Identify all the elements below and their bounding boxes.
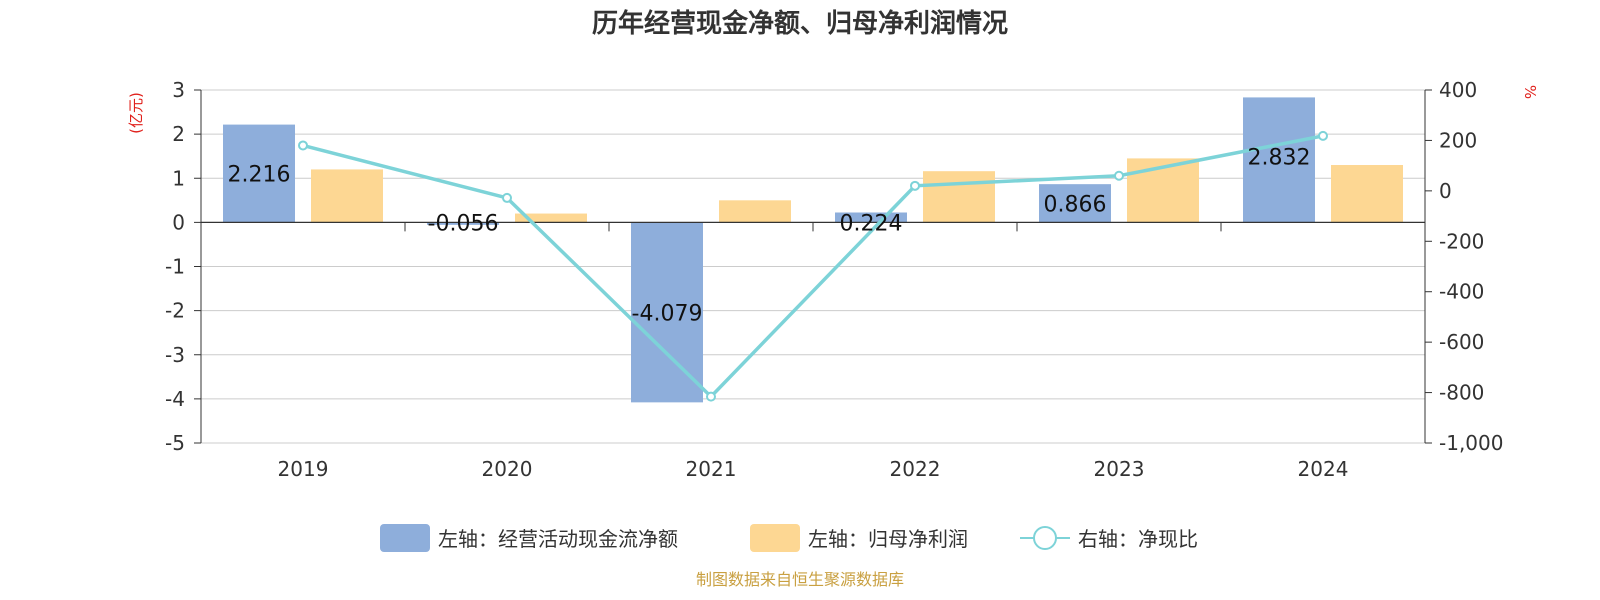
bar-cashflow — [631, 222, 703, 403]
axes — [194, 89, 1432, 444]
ratio-point — [502, 192, 512, 203]
ratio-point — [910, 180, 920, 191]
grid — [201, 89, 1425, 444]
chart-title: 历年经营现金净额、归母净利润情况 — [592, 8, 1008, 39]
bar-cashflow — [223, 124, 295, 223]
data-labels: 2.216 -0.056 -4.079 0.224 0.866 2.832 — [228, 145, 1311, 326]
right-tick-label: 400 — [1439, 78, 1477, 102]
left-tick-label: -5 — [165, 431, 185, 455]
ratio-point — [1114, 170, 1124, 181]
data-label-cashflow: 2.832 — [1248, 145, 1311, 170]
x-tick-label: 2022 — [890, 457, 941, 481]
right-tick-label: -200 — [1439, 229, 1484, 253]
ratio-point — [298, 140, 308, 151]
left-tick-label: 2 — [172, 122, 185, 146]
data-label-cashflow: 0.866 — [1044, 192, 1107, 217]
x-tick-label: 2021 — [686, 457, 737, 481]
x-tick-label: 2023 — [1094, 457, 1145, 481]
legend-label: 右轴：净现比 — [1078, 527, 1198, 551]
data-label-cashflow: -0.056 — [428, 211, 499, 236]
bar-cashflow — [427, 222, 499, 225]
legend-item: 左轴：经营活动现金流净额 — [380, 524, 678, 552]
legend: 左轴：经营活动现金流净额 左轴：归母净利润 右轴：净现比 — [380, 524, 1198, 552]
bar-profit — [515, 213, 587, 223]
ratio-line — [298, 130, 1328, 402]
right-tick-label: -600 — [1439, 330, 1484, 354]
bar-cashflow — [1243, 97, 1315, 223]
bar-profit — [1331, 165, 1403, 223]
bar-profit — [719, 200, 791, 223]
legend-label: 左轴：归母净利润 — [808, 527, 968, 551]
left-axis-label: (亿元) — [127, 92, 145, 134]
x-tick-label: 2020 — [482, 457, 533, 481]
ratio-line-path — [302, 134, 1324, 400]
data-label-cashflow: 0.224 — [840, 211, 903, 236]
bar-cashflow — [1039, 184, 1111, 223]
tick-labels: 3 2 1 0 -1 -2 -3 -4 -5 400 200 0 -200 -400 -600 -800 -1,… — [165, 78, 1503, 481]
legend-swatch — [750, 524, 800, 552]
legend-item: 左轴：归母净利润 — [750, 524, 968, 552]
left-tick-label: -1 — [165, 255, 185, 279]
ratio-point — [706, 391, 716, 402]
right-tick-label: 200 — [1439, 128, 1477, 152]
right-tick-label: 0 — [1439, 179, 1452, 203]
legend-swatch — [380, 524, 430, 552]
data-label-cashflow: 2.216 — [228, 162, 291, 187]
data-label-cashflow: -4.079 — [632, 301, 703, 326]
bar-profit — [1127, 158, 1199, 223]
ratio-point — [1318, 130, 1328, 141]
legend-marker — [1033, 526, 1057, 550]
right-axis-label: % — [1521, 85, 1539, 99]
legend-label: 左轴：经营活动现金流净额 — [438, 527, 678, 551]
right-tick-label: -800 — [1439, 381, 1484, 405]
bar-profit — [923, 171, 995, 223]
x-tick-label: 2024 — [1298, 457, 1349, 481]
left-tick-label: 3 — [172, 78, 185, 102]
legend-item: 右轴：净现比 — [1020, 526, 1198, 551]
left-tick-label: -2 — [165, 299, 185, 323]
left-tick-label: 1 — [172, 166, 185, 190]
right-tick-label: -1,000 — [1439, 431, 1503, 455]
x-tick-label: 2019 — [278, 457, 329, 481]
bar-cashflow — [835, 212, 907, 223]
left-tick-label: 0 — [172, 210, 185, 234]
bar-profit — [311, 169, 383, 223]
left-tick-label: -3 — [165, 343, 185, 367]
left-tick-label: -4 — [165, 387, 185, 411]
source-note: 制图数据来自恒生聚源数据库 — [696, 570, 904, 589]
bars — [223, 97, 1403, 403]
right-tick-label: -400 — [1439, 280, 1484, 304]
